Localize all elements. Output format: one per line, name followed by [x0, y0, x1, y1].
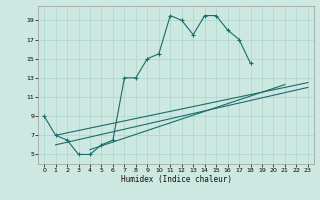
- X-axis label: Humidex (Indice chaleur): Humidex (Indice chaleur): [121, 175, 231, 184]
